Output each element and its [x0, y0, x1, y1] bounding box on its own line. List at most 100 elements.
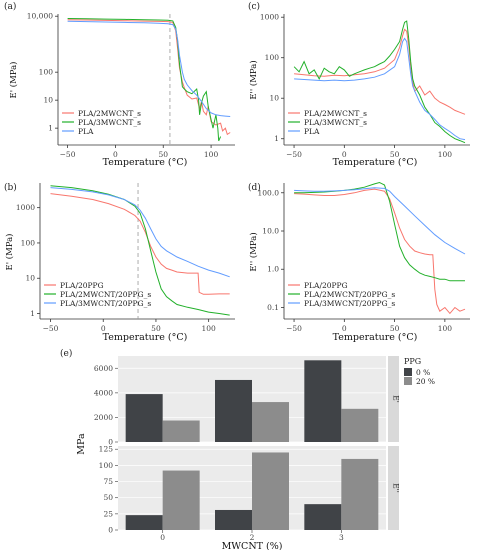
x-tick-label: 100	[438, 324, 453, 333]
bar	[162, 420, 200, 442]
x-tick-label: 0	[113, 150, 118, 159]
x-tick-label: −50	[60, 150, 76, 159]
x-tick-label: −50	[286, 324, 302, 333]
legend-entry: 0 %	[416, 368, 430, 377]
y-tick-label: 10	[269, 94, 279, 103]
bar	[162, 470, 200, 530]
x-tick-label: 100	[438, 150, 453, 159]
y-tick-label: 75	[103, 477, 113, 486]
bar	[341, 408, 379, 442]
legend-entry: PLA/3MWCNT/20PPG_s	[304, 299, 395, 308]
bar	[125, 515, 163, 530]
y-tick-label: 10	[43, 96, 53, 105]
legend-entry: PLA/3MWCNT_s	[304, 118, 367, 127]
y-tick-label: 1	[30, 309, 35, 318]
y-tick-label: 1.0	[267, 265, 279, 274]
x-axis-label: Temperature (°C)	[103, 157, 188, 168]
x-tick-label: 100	[204, 150, 219, 159]
facet-strip	[388, 446, 399, 530]
y-axis-label: E' (MPa)	[8, 62, 19, 99]
series-line	[294, 187, 466, 255]
bar	[252, 402, 289, 442]
legend-entry: PLA/2MWCNT/20PPG_s	[60, 290, 151, 299]
x-axis-label: Temperature (°C)	[103, 332, 188, 343]
y-tick-label: 10.0	[262, 227, 279, 236]
y-tick-label: 0	[108, 526, 113, 535]
x-tick-label: 3	[339, 533, 344, 542]
legend-entry: PLA	[304, 127, 320, 136]
y-axis-label: E'' (MPa)	[248, 60, 259, 99]
legend-entry: 20 %	[416, 377, 435, 386]
y-tick-label: 10,000	[27, 12, 53, 21]
y-tick-label: 100	[265, 53, 280, 62]
y-tick-label: 100	[21, 238, 36, 247]
x-tick-label: 50	[151, 324, 161, 333]
legend-entry: PLA	[78, 127, 94, 136]
legend-entry: PLA/3MWCNT_s	[78, 118, 141, 127]
y-tick-label: 4000	[94, 388, 113, 397]
legend-entry: PLA/20PPG	[60, 281, 104, 290]
bar	[125, 394, 163, 442]
bar	[252, 452, 289, 530]
x-tick-label: −50	[43, 324, 59, 333]
bar	[341, 458, 379, 530]
series-line	[294, 188, 466, 315]
x-tick-label: 0	[342, 150, 347, 159]
y-tick-label: 100	[39, 68, 54, 77]
y-tick-label: 25	[103, 509, 113, 518]
y-tick-label: 50	[103, 493, 113, 502]
facet-strip-label: E'	[392, 395, 401, 403]
legend-entry: PLA/3MWCNT/20PPG_s	[60, 299, 151, 308]
series-line	[67, 19, 231, 136]
y-tick-label: 6000	[94, 364, 113, 373]
panel-c: (c) −50 0 50 100 1 10 100 1000 Temperature (°C) E'…	[248, 1, 470, 168]
x-tick-label: 0	[342, 324, 347, 333]
facet-strip	[388, 356, 399, 442]
y-axis-label: MPa	[76, 433, 87, 455]
y-tick-label: 10	[25, 274, 35, 283]
y-tick-label: 100	[99, 461, 114, 470]
legend-key	[404, 377, 412, 385]
y-tick-label: 1	[274, 134, 279, 143]
x-axis-label: Temperature (°C)	[333, 157, 418, 168]
y-tick-label: 0.1	[267, 303, 279, 312]
series-line	[294, 37, 466, 141]
y-tick-label: 0	[108, 438, 113, 447]
x-tick-label: 0	[101, 324, 106, 333]
facet-strip-label: E''	[392, 483, 401, 493]
x-tick-label: 50	[158, 150, 168, 159]
y-tick-label: 1000	[260, 13, 279, 22]
series-line	[67, 18, 222, 142]
x-tick-label: 0	[160, 533, 165, 542]
x-tick-label: 100	[201, 324, 216, 333]
series-line	[293, 20, 466, 144]
y-axis-label: E'' (MPa)	[248, 232, 259, 271]
x-axis-label: MWCNT (%)	[222, 541, 283, 550]
y-tick-label: 1	[48, 124, 53, 133]
legend-key	[404, 368, 412, 376]
bar	[215, 509, 252, 530]
legend-entry: PLA/2MWCNT_s	[78, 109, 141, 118]
series-line	[294, 28, 466, 115]
panel-label-c: (c)	[248, 1, 260, 12]
panel-a: (a) −50 0 50 100 1 10 100 10,000 Temperature (°C)…	[4, 1, 235, 168]
panel-label-b: (b)	[4, 182, 17, 193]
panel-label-a: (a)	[4, 1, 16, 12]
legend-entry: PLA/20PPG	[304, 281, 348, 290]
x-axis-label: Temperature (°C)	[333, 332, 418, 343]
bar	[304, 360, 342, 442]
bar	[304, 504, 342, 530]
series-line	[50, 187, 230, 278]
x-tick-label: 2	[250, 533, 255, 542]
panel-d: (d) −50 0 50 100 0.1 1.0 10.0 100.0 Temperature (…	[248, 181, 470, 343]
x-tick-label: 50	[390, 150, 400, 159]
series-line	[294, 181, 465, 282]
x-tick-label: 50	[390, 324, 400, 333]
panel-label-e: (e)	[60, 348, 72, 359]
panel-label-d: (d)	[248, 182, 261, 193]
series-line	[50, 185, 230, 316]
bar	[215, 379, 252, 442]
y-tick-label: 2000	[94, 413, 113, 422]
